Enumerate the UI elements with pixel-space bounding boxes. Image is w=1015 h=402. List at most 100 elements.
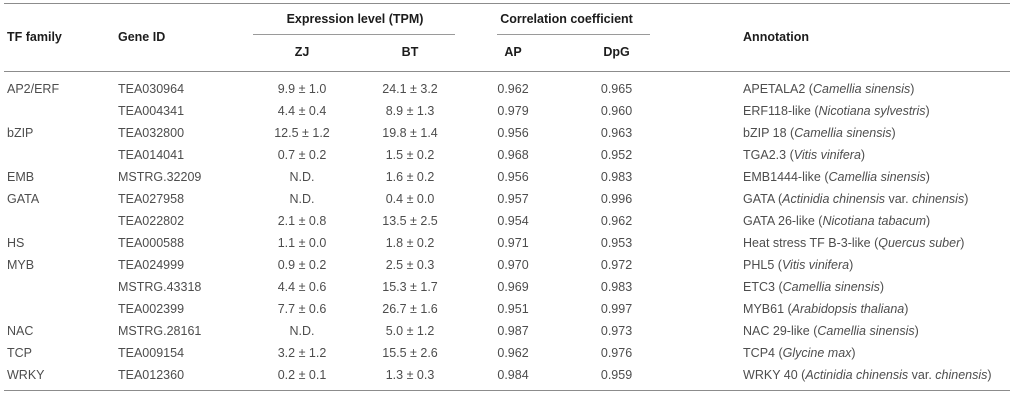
cell-annotation: GATA (Actinidia chinensis var. chinensis… <box>743 191 969 206</box>
cell-tf-family: HS <box>7 235 25 250</box>
col-header-ap: AP <box>463 34 564 72</box>
table-row: HS TEA000588 1.1 ± 0.0 1.8 ± 0.2 0.971 0.953 H… <box>4 232 1010 254</box>
col-header-correlation-group: Correlation coefficient <box>463 4 670 35</box>
cell-ap: 0.962 <box>497 81 529 96</box>
cell-tf-family <box>4 144 114 166</box>
cell-ap: 0.968 <box>497 147 529 162</box>
cell-tf-family: EMB <box>7 169 35 184</box>
cell-gene-id: MSTRG.43318 <box>118 279 202 294</box>
cell-annotation: PHL5 (Vitis vinifera) <box>743 257 854 272</box>
cell-gene-id: MSTRG.32209 <box>118 169 202 184</box>
cell-tf-family <box>4 210 114 232</box>
table-row: NAC MSTRG.28161 N.D. 5.0 ± 1.2 0.987 0.973 NAC… <box>4 320 1010 342</box>
cell-annotation: NAC 29-like (Camellia sinensis) <box>743 323 919 338</box>
col-header-tf-family: TF family <box>4 3 114 72</box>
cell-zj: N.D. <box>289 323 315 338</box>
cell-dpg: 0.959 <box>600 367 633 382</box>
cell-annotation: Heat stress TF B-3-like (Quercus suber) <box>743 235 965 250</box>
col-header-dpg: DpG <box>563 34 671 72</box>
expression-group-label: Expression level (TPM) <box>286 11 424 26</box>
cell-ap: 0.987 <box>497 323 529 338</box>
cell-ap: 0.951 <box>497 301 529 316</box>
cell-ap: 0.957 <box>497 191 529 206</box>
col-header-expression-group: Expression level (TPM) <box>247 4 463 35</box>
cell-annotation: EMB1444-like (Camellia sinensis) <box>743 169 930 184</box>
cell-bt: 1.3 ± 0.3 <box>385 367 435 382</box>
cell-ap: 0.969 <box>497 279 529 294</box>
cell-zj: 1.1 ± 0.0 <box>277 235 327 250</box>
cell-dpg: 0.997 <box>600 301 633 316</box>
cell-tf-family: TCP <box>7 345 32 360</box>
cell-ap: 0.970 <box>497 257 529 272</box>
cell-annotation: GATA 26-like (Nicotiana tabacum) <box>743 213 931 228</box>
table-row: TEA014041 0.7 ± 0.2 1.5 ± 0.2 0.968 0.952 TGA… <box>4 144 1010 166</box>
cell-dpg: 0.983 <box>600 279 633 294</box>
table-row: TEA004341 4.4 ± 0.4 8.9 ± 1.3 0.979 0.960 ERF… <box>4 100 1010 122</box>
cell-gene-id: TEA032800 <box>118 125 185 140</box>
cell-dpg: 0.976 <box>600 345 633 360</box>
cell-zj: 2.1 ± 0.8 <box>277 213 327 228</box>
cell-ap: 0.971 <box>497 235 529 250</box>
cell-gene-id: TEA002399 <box>118 301 185 316</box>
cell-annotation: WRKY 40 (Actinidia chinensis var. chinen… <box>743 367 992 382</box>
cell-zj: N.D. <box>289 191 315 206</box>
table-row: TEA002399 7.7 ± 0.6 26.7 ± 1.6 0.951 0.997 MY… <box>4 298 1010 320</box>
col-header-gene-id: Gene ID <box>114 3 247 72</box>
cell-gene-id: TEA014041 <box>118 147 185 162</box>
cell-annotation: TCP4 (Glycine max) <box>743 345 856 360</box>
cell-tf-family: GATA <box>7 191 40 206</box>
tf-annotation-table: TF family Gene ID Expression level (TPM)… <box>4 3 1011 391</box>
cell-tf-family: WRKY <box>7 367 45 382</box>
cell-tf-family: NAC <box>7 323 34 338</box>
cell-dpg: 0.963 <box>600 125 633 140</box>
cell-bt: 1.6 ± 0.2 <box>385 169 435 184</box>
cell-tf-family <box>4 276 114 298</box>
cell-dpg: 0.983 <box>600 169 633 184</box>
cell-dpg: 0.953 <box>600 235 633 250</box>
cell-zj: 4.4 ± 0.6 <box>277 279 327 294</box>
cell-zj: 0.7 ± 0.2 <box>277 147 327 162</box>
cell-dpg: 0.972 <box>600 257 633 272</box>
cell-bt: 15.5 ± 2.6 <box>382 345 438 360</box>
cell-annotation: bZIP 18 (Camellia sinensis) <box>743 125 896 140</box>
cell-gene-id: TEA012360 <box>118 367 185 382</box>
table-row: EMB MSTRG.32209 N.D. 1.6 ± 0.2 0.956 0.983 EMB… <box>4 166 1010 188</box>
cell-zj: 0.2 ± 0.1 <box>277 367 327 382</box>
cell-annotation: APETALA2 (Camellia sinensis) <box>743 81 915 96</box>
cell-zj: 7.7 ± 0.6 <box>277 301 327 316</box>
cell-ap: 0.956 <box>497 169 529 184</box>
table-row: WRKY TEA012360 0.2 ± 0.1 1.3 ± 0.3 0.984 0.95… <box>4 364 1010 391</box>
cell-zj: 0.9 ± 0.2 <box>277 257 327 272</box>
cell-gene-id: TEA030964 <box>118 81 185 96</box>
cell-zj: 12.5 ± 1.2 <box>274 125 330 140</box>
cell-bt: 24.1 ± 3.2 <box>382 81 438 96</box>
cell-bt: 19.8 ± 1.4 <box>382 125 438 140</box>
cell-dpg: 0.973 <box>600 323 633 338</box>
cell-gene-id: TEA024999 <box>118 257 185 272</box>
cell-dpg: 0.960 <box>600 103 633 118</box>
correlation-group-rule <box>497 34 651 35</box>
table-row: GATA TEA027958 N.D. 0.4 ± 0.0 0.957 0.996 GATA… <box>4 188 1010 210</box>
expression-group-rule <box>253 34 456 35</box>
col-header-bt: BT <box>357 34 464 72</box>
cell-bt: 13.5 ± 2.5 <box>382 213 438 228</box>
cell-zj: 3.2 ± 1.2 <box>277 345 327 360</box>
correlation-group-label: Correlation coefficient <box>500 11 633 26</box>
cell-ap: 0.956 <box>497 125 529 140</box>
cell-gene-id: MSTRG.28161 <box>118 323 202 338</box>
cell-ap: 0.954 <box>497 213 529 228</box>
col-header-annotation: Annotation <box>670 3 1011 72</box>
cell-gene-id: TEA004341 <box>118 103 185 118</box>
cell-zj: 4.4 ± 0.4 <box>277 103 327 118</box>
cell-annotation: ERF118-like (Nicotiana sylvestris) <box>743 103 930 118</box>
table-row: TEA022802 2.1 ± 0.8 13.5 ± 2.5 0.954 0.962 GA… <box>4 210 1010 232</box>
table-body: AP2/ERF TEA030964 9.9 ± 1.0 24.1 ± 3.2 0.962… <box>4 72 1010 391</box>
cell-gene-id: TEA022802 <box>118 213 185 228</box>
cell-bt: 1.8 ± 0.2 <box>385 235 435 250</box>
cell-gene-id: TEA009154 <box>118 345 185 360</box>
cell-zj: 9.9 ± 1.0 <box>277 81 327 96</box>
table-row: bZIP TEA032800 12.5 ± 1.2 19.8 ± 1.4 0.956 0.… <box>4 122 1010 144</box>
cell-bt: 2.5 ± 0.3 <box>385 257 435 272</box>
cell-gene-id: TEA027958 <box>118 191 185 206</box>
table-header: TF family Gene ID Expression level (TPM)… <box>4 3 1011 72</box>
